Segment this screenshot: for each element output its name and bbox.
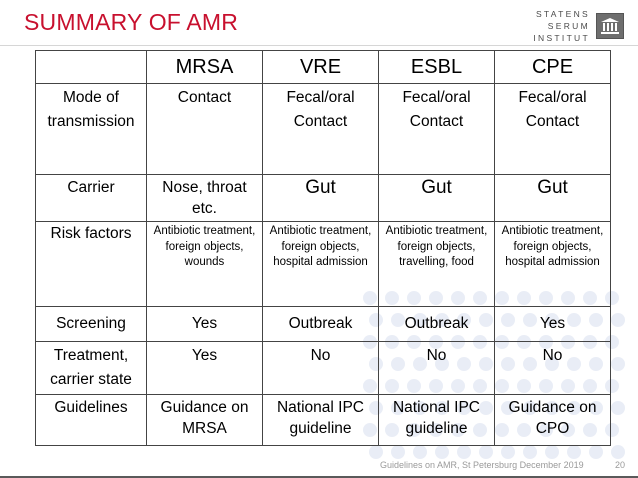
row-header-risk-factors: Risk factors — [35, 221, 147, 307]
table-cell: Fecal/oral Contact — [378, 83, 495, 175]
logo-line: STATENS — [535, 9, 590, 19]
background-dot — [391, 445, 405, 459]
table-cell: No — [378, 341, 495, 395]
table-cell: Fecal/oral Contact — [262, 83, 379, 175]
background-dot — [435, 445, 449, 459]
background-dot — [369, 445, 383, 459]
table-row: Mode of transmission Contact Fecal/oral … — [35, 83, 611, 175]
table-row: Treatment, carrier state Yes No No No — [35, 341, 611, 395]
table-row: Carrier Nose, throat etc. Gut Gut Gut — [35, 174, 611, 222]
table-header-row: MRSA VRE ESBL CPE — [35, 50, 611, 84]
background-dot — [567, 445, 581, 459]
background-dot — [413, 445, 427, 459]
table-cell: Antibiotic treatment, foreign objects, w… — [146, 221, 263, 307]
column-header-mrsa: MRSA — [146, 50, 263, 84]
background-dot — [611, 313, 625, 327]
table-cell: National IPC guideline — [262, 394, 379, 446]
table-cell: Contact — [146, 83, 263, 175]
logo-line: SERUM — [547, 21, 590, 31]
header-divider — [0, 45, 638, 46]
table-cell: Guidance on CPO — [494, 394, 611, 446]
column-header-vre: VRE — [262, 50, 379, 84]
table-cell: Gut — [378, 174, 495, 222]
bottom-bar — [0, 476, 638, 478]
table-cell: Yes — [494, 306, 611, 342]
table-row: Screening Yes Outbreak Outbreak Yes — [35, 306, 611, 342]
table-cell: Antibiotic treatment, foreign objects, h… — [494, 221, 611, 307]
background-dot — [611, 445, 625, 459]
table-cell: Outbreak — [262, 306, 379, 342]
row-header-screening: Screening — [35, 306, 147, 342]
table-cell: Gut — [494, 174, 611, 222]
background-dot — [523, 445, 537, 459]
column-header-esbl: ESBL — [378, 50, 495, 84]
logo-text: STATENS SERUM INSTITUT — [533, 8, 590, 44]
table-row: Risk factors Antibiotic treatment, forei… — [35, 221, 611, 307]
logo-line: INSTITUT — [533, 33, 590, 43]
table-cell: Outbreak — [378, 306, 495, 342]
table-cell: No — [494, 341, 611, 395]
table-corner-cell — [35, 50, 147, 84]
table-cell: Antibiotic treatment, foreign objects, t… — [378, 221, 495, 307]
table-cell: No — [262, 341, 379, 395]
background-dot — [545, 445, 559, 459]
table-cell: Yes — [146, 341, 263, 395]
amr-summary-table: MRSA VRE ESBL CPE Mode of transmission C… — [35, 50, 611, 446]
row-header-mode-of-transmission: Mode of transmission — [35, 83, 147, 175]
background-dot — [611, 401, 625, 415]
table-cell: Antibiotic treatment, foreign objects, h… — [262, 221, 379, 307]
row-header-treatment-carrier-state: Treatment, carrier state — [35, 341, 147, 395]
column-header-cpe: CPE — [494, 50, 611, 84]
table-cell: Yes — [146, 306, 263, 342]
row-header-guidelines: Guidelines — [35, 394, 147, 446]
table-cell: Guidance on MRSA — [146, 394, 263, 446]
background-dot — [457, 445, 471, 459]
page-number: 20 — [615, 460, 626, 470]
table-cell: National IPC guideline — [378, 394, 495, 446]
background-dot — [589, 445, 603, 459]
background-dot — [611, 357, 625, 371]
slide-footer: Guidelines on AMR, St Petersburg Decembe… — [380, 460, 584, 470]
table-cell: Gut — [262, 174, 379, 222]
serum-institut-logo-icon — [596, 13, 624, 39]
table-cell: Nose, throat etc. — [146, 174, 263, 222]
slide-title: SUMMARY OF AMR — [24, 9, 239, 35]
row-header-carrier: Carrier — [35, 174, 147, 222]
institute-logo: STATENS SERUM INSTITUT — [533, 8, 624, 44]
background-dot — [501, 445, 515, 459]
table-row: Guidelines Guidance on MRSA National IPC… — [35, 394, 611, 446]
background-dot — [479, 445, 493, 459]
table-cell: Fecal/oral Contact — [494, 83, 611, 175]
